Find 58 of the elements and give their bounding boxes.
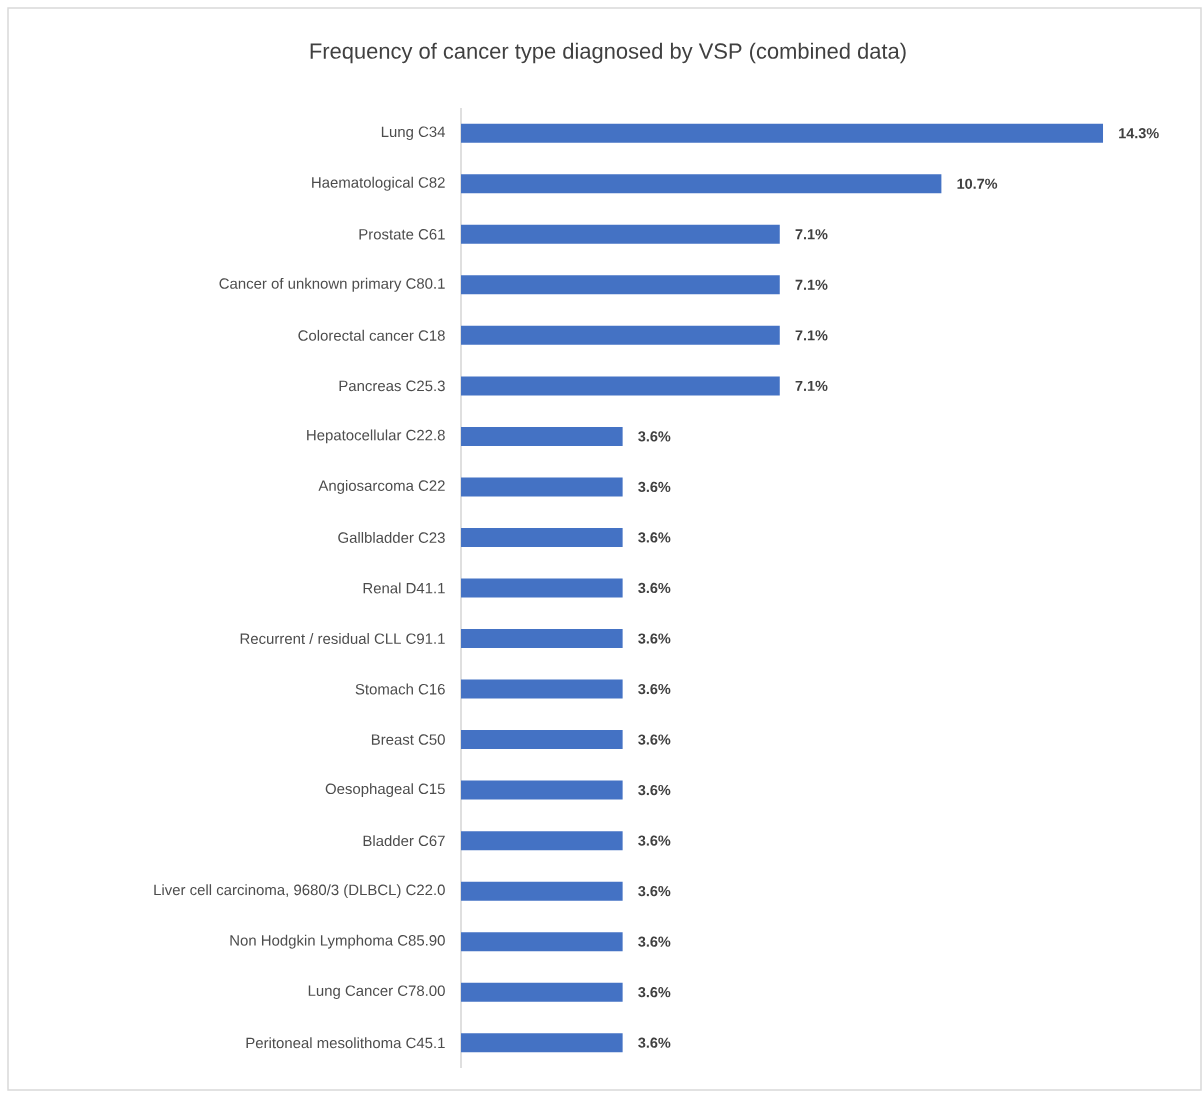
y-tick-label: Breast C50 (371, 734, 445, 745)
data-label: 7.1% (795, 330, 828, 341)
bar (461, 224, 780, 244)
y-tick-label: Renal D41.1 (363, 582, 445, 594)
bar (461, 932, 623, 952)
bar (461, 477, 623, 497)
bar (461, 578, 623, 598)
data-label: 3.6% (638, 784, 671, 796)
y-tick-label: Cancer of unknown primary C80.1 (219, 277, 445, 292)
chart-title: Frequency of cancer type diagnosed by VSP (combined data) (310, 42, 906, 64)
bar (461, 730, 623, 750)
data-label: 3.6% (638, 683, 671, 695)
y-tick-label: Non Hodgkin Lymphoma C85.90 (230, 934, 445, 949)
bar (461, 325, 780, 345)
bar (461, 1033, 623, 1053)
data-label: 3.6% (638, 886, 671, 897)
y-tick-label: Gallbladder C23 (338, 531, 445, 543)
y-tick-label: Recurrent / residual CLL C91.1 (240, 633, 445, 644)
y-tick-label: Prostate C61 (359, 229, 445, 240)
y-tick-label: Lung C34 (381, 126, 446, 141)
data-label: 3.6% (638, 734, 671, 745)
data-label: 14.3% (1119, 128, 1159, 139)
data-label: 7.1% (795, 279, 828, 290)
y-tick-label: Haematological C82 (312, 176, 445, 191)
data-label: 3.6% (638, 1037, 671, 1048)
data-label: 7.1% (795, 229, 828, 240)
bar (461, 831, 623, 851)
bar (461, 881, 623, 901)
bar (461, 426, 623, 446)
y-tick-label: Peritoneal mesolithoma C45.1 (246, 1037, 445, 1049)
y-tick-label: Pancreas C25.3 (339, 380, 445, 392)
y-tick-label: Colorectal cancer C18 (298, 329, 445, 341)
data-label: 3.6% (638, 582, 671, 594)
bar (461, 982, 623, 1002)
y-tick-label: Oesophageal C15 (325, 783, 445, 798)
y-tick-label: Liver cell carcinoma, 9680/3 (DLBCL) C22.0 (154, 884, 445, 899)
bar (461, 527, 623, 547)
data-label: 3.6% (638, 835, 671, 846)
data-label: 3.6% (638, 481, 671, 493)
data-label: 3.6% (638, 936, 671, 947)
data-label: 7.1% (795, 380, 828, 391)
data-label: 3.6% (638, 987, 671, 998)
bar (461, 174, 942, 194)
y-tick-label: Lung Cancer C78.00 (308, 985, 445, 999)
bar (461, 780, 623, 800)
bar (461, 123, 1104, 143)
y-tick-label: Hepatocellular C22.8 (307, 429, 445, 444)
y-tick-label: Bladder C67 (363, 835, 445, 847)
data-label: 3.6% (638, 431, 671, 442)
data-label: 3.6% (638, 633, 671, 644)
data-label: 3.6% (638, 532, 671, 543)
y-tick-label: Stomach C16 (355, 683, 445, 695)
bar (461, 629, 623, 649)
bar (461, 376, 780, 396)
y-tick-label: Angiosarcoma C22 (318, 479, 445, 494)
data-label: 10.7% (957, 178, 998, 189)
bar (461, 275, 780, 295)
bar (461, 679, 623, 699)
